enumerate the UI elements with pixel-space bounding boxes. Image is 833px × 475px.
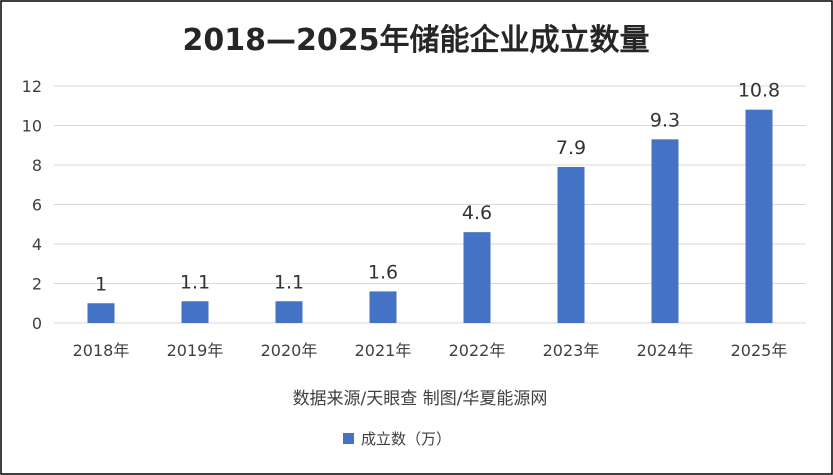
y-tick-label: 6 xyxy=(32,196,42,215)
x-category-label: 2021年 xyxy=(355,341,412,360)
bar xyxy=(651,139,679,323)
x-category-label: 2023年 xyxy=(543,341,600,360)
legend: 成立数（万） xyxy=(343,430,451,448)
bar xyxy=(557,166,585,323)
bars xyxy=(87,109,773,323)
x-category-label: 2019年 xyxy=(167,341,224,360)
x-category-label: 2018年 xyxy=(73,341,130,360)
data-label: 7.9 xyxy=(556,137,586,159)
data-label: 9.3 xyxy=(650,109,680,131)
data-label: 1.6 xyxy=(368,261,398,283)
x-category-label: 2025年 xyxy=(731,341,788,360)
y-tick-label: 12 xyxy=(22,77,42,96)
y-tick-label: 10 xyxy=(22,117,42,136)
y-tick-label: 2 xyxy=(32,275,42,294)
source-note: 数据来源/天眼查 制图/华夏能源网 xyxy=(293,389,548,409)
y-tick-label: 8 xyxy=(32,156,42,175)
bar xyxy=(463,232,491,323)
data-label: 4.6 xyxy=(462,202,492,224)
bar xyxy=(181,301,209,323)
y-axis-ticks: 0 2 4 6 8 10 12 xyxy=(22,77,42,333)
bar xyxy=(745,109,773,323)
data-label: 1.1 xyxy=(180,271,210,293)
x-category-label: 2022年 xyxy=(449,341,506,360)
data-labels: 1 1.1 1.1 1.6 4.6 7.9 9.3 10.8 xyxy=(95,80,780,296)
data-label: 10.8 xyxy=(738,80,780,102)
gridlines xyxy=(54,85,806,324)
legend-label: 成立数（万） xyxy=(361,430,451,448)
bar xyxy=(87,303,115,323)
x-category-label: 2020年 xyxy=(261,341,318,360)
data-label: 1 xyxy=(95,273,107,295)
legend-swatch xyxy=(343,433,354,444)
data-label: 1.1 xyxy=(274,271,304,293)
y-tick-label: 0 xyxy=(32,314,42,333)
x-category-label: 2024年 xyxy=(637,341,694,360)
category-labels: 2018年 2019年 2020年 2021年 2022年 2023年 2024年 2025年 xyxy=(73,341,788,360)
bar xyxy=(369,291,397,323)
bar xyxy=(275,301,303,323)
y-tick-label: 4 xyxy=(32,235,42,254)
chart-title: 2018—2025年储能企业成立数量 xyxy=(183,23,650,58)
